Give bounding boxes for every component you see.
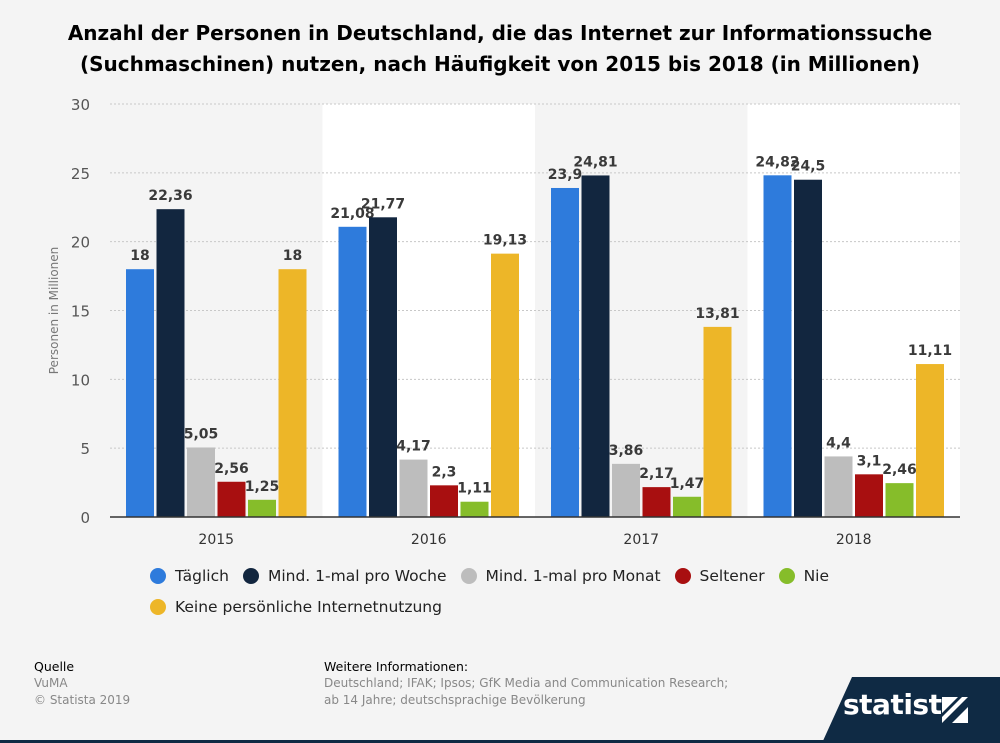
- bar-value-label: 1,25: [245, 479, 280, 495]
- bar-value-label: 23,9: [548, 167, 583, 183]
- bar: [156, 209, 185, 517]
- bar-value-label: 1,11: [457, 481, 492, 497]
- legend-dot-icon: [150, 598, 166, 615]
- y-tick-label: 15: [71, 303, 90, 321]
- bar: [885, 483, 914, 517]
- source-name[interactable]: VuMA: [34, 676, 68, 690]
- bar: [126, 269, 154, 517]
- brand-logo-background: [822, 677, 1000, 743]
- x-tick-label: 2017: [623, 532, 659, 548]
- bar-value-label: 3,1: [857, 453, 882, 469]
- legend-label: Täglich: [175, 566, 229, 585]
- bar: [794, 179, 822, 517]
- bar: [824, 456, 853, 517]
- bar-value-label: 1,47: [670, 476, 705, 492]
- legend-label: Mind. 1-mal pro Monat: [485, 566, 661, 585]
- bar-value-label: 11,11: [908, 343, 952, 359]
- y-tick-label: 10: [71, 371, 90, 389]
- bar-value-label: 24,81: [573, 154, 617, 170]
- bar: [612, 463, 640, 517]
- bar-chart: 0 5 10 15 20 25 30 Personen in Millionen 18 22,36…: [47, 96, 960, 548]
- source-block: Quelle VuMA © Statista 2019: [34, 658, 130, 709]
- bar-value-label: 2,46: [882, 462, 917, 478]
- legend-label: Mind. 1-mal pro Woche: [267, 566, 447, 585]
- legend-item-keine[interactable]: Keine persönliche Internetnutzung: [150, 598, 442, 616]
- bar-value-label: 24,5: [791, 159, 826, 175]
- legend-item-taeglich[interactable]: Täglich: [150, 567, 229, 585]
- bar-value-label: 5,05: [184, 426, 219, 442]
- bar-value-label: 2,17: [639, 466, 674, 482]
- x-tick-label: 2016: [411, 532, 447, 548]
- bar-value-label: 2,3: [432, 464, 457, 480]
- y-tick-label: 30: [71, 96, 90, 114]
- legend-label: Keine persönliche Internetnutzung: [175, 597, 442, 616]
- chart-title: Anzahl der Personen in Deutschland, die …: [0, 18, 1000, 80]
- bar: [581, 175, 610, 517]
- chart-title-line-2: (Suchmaschinen) nutzen, nach Häufigkeit …: [79, 52, 921, 76]
- bar: [399, 459, 428, 517]
- y-tick-label: 20: [71, 234, 90, 252]
- bar: [642, 487, 671, 517]
- bar: [491, 253, 519, 517]
- legend-item-nie[interactable]: Nie: [778, 566, 830, 585]
- bar: [430, 485, 458, 517]
- y-tick-label: 25: [71, 165, 90, 183]
- info-heading: Weitere Informationen:: [324, 659, 469, 674]
- legend-label: Seltener: [699, 566, 765, 585]
- statista-logo-icon: [942, 697, 968, 723]
- legend-item-woche[interactable]: Mind. 1-mal pro Woche: [242, 566, 447, 585]
- bar: [551, 187, 579, 517]
- x-tick-label: 2015: [198, 532, 234, 548]
- bar-value-label: 21,08: [330, 206, 374, 222]
- bar: [855, 474, 883, 517]
- bar-value-label: 18: [283, 248, 302, 264]
- bar: [187, 447, 215, 517]
- bar-value-label: 21,77: [361, 196, 405, 212]
- bar: [217, 481, 246, 517]
- bar: [248, 499, 276, 517]
- info-line-2: ab 14 Jahre; deutschsprachige Bevölkerun…: [324, 693, 586, 707]
- bar-value-label: 4,17: [396, 439, 431, 455]
- legend-row-1: Täglich Mind. 1-mal pro Woche Mind. 1-ma…: [150, 560, 910, 591]
- legend-dot-icon: [778, 567, 795, 584]
- x-tick-label: 2018: [836, 532, 872, 548]
- bar-value-label: 3,86: [609, 443, 644, 459]
- legend-label: Nie: [803, 566, 830, 585]
- bar: [278, 269, 307, 517]
- bar-value-label: 22,36: [148, 188, 192, 204]
- bottom-rule: [0, 740, 1000, 743]
- y-tick-label: 5: [80, 440, 90, 458]
- source-heading: Quelle: [34, 659, 75, 674]
- bar-value-label: 13,81: [695, 306, 739, 322]
- y-tick-label: 0: [80, 509, 90, 527]
- legend-dot-icon: [150, 567, 166, 584]
- bar-value-label: 18: [130, 248, 149, 264]
- y-axis-label: Personen in Millionen: [47, 247, 61, 375]
- copyright-text: © Statista 2019: [34, 693, 131, 707]
- legend-dot-icon: [460, 567, 477, 584]
- legend-dot-icon: [242, 567, 259, 584]
- bar-value-label: 24,82: [755, 154, 799, 170]
- brand-logo-text[interactable]: statista: [843, 688, 960, 721]
- legend-item-monat[interactable]: Mind. 1-mal pro Monat: [460, 566, 661, 585]
- bar-value-label: 2,56: [214, 461, 249, 477]
- bar: [703, 326, 732, 517]
- info-line-1: Deutschland; IFAK; Ipsos; GfK Media and …: [324, 676, 729, 690]
- legend-item-seltener[interactable]: Seltener: [674, 566, 765, 585]
- bar: [338, 226, 367, 518]
- bar: [916, 364, 944, 517]
- legend-dot-icon: [674, 567, 691, 584]
- bar-value-label: 4,4: [826, 435, 851, 451]
- bar: [763, 175, 792, 517]
- bar: [673, 496, 701, 517]
- bar: [369, 217, 397, 517]
- info-block: Weitere Informationen: Deutschland; IFAK…: [324, 658, 744, 709]
- bar-value-label: 19,13: [483, 233, 527, 249]
- legend-row-2: Keine persönliche Internetnutzung: [150, 591, 910, 622]
- bar: [460, 501, 489, 517]
- chart-title-line-1: Anzahl der Personen in Deutschland, die …: [67, 21, 933, 45]
- chart-legend: Täglich Mind. 1-mal pro Woche Mind. 1-ma…: [150, 560, 910, 622]
